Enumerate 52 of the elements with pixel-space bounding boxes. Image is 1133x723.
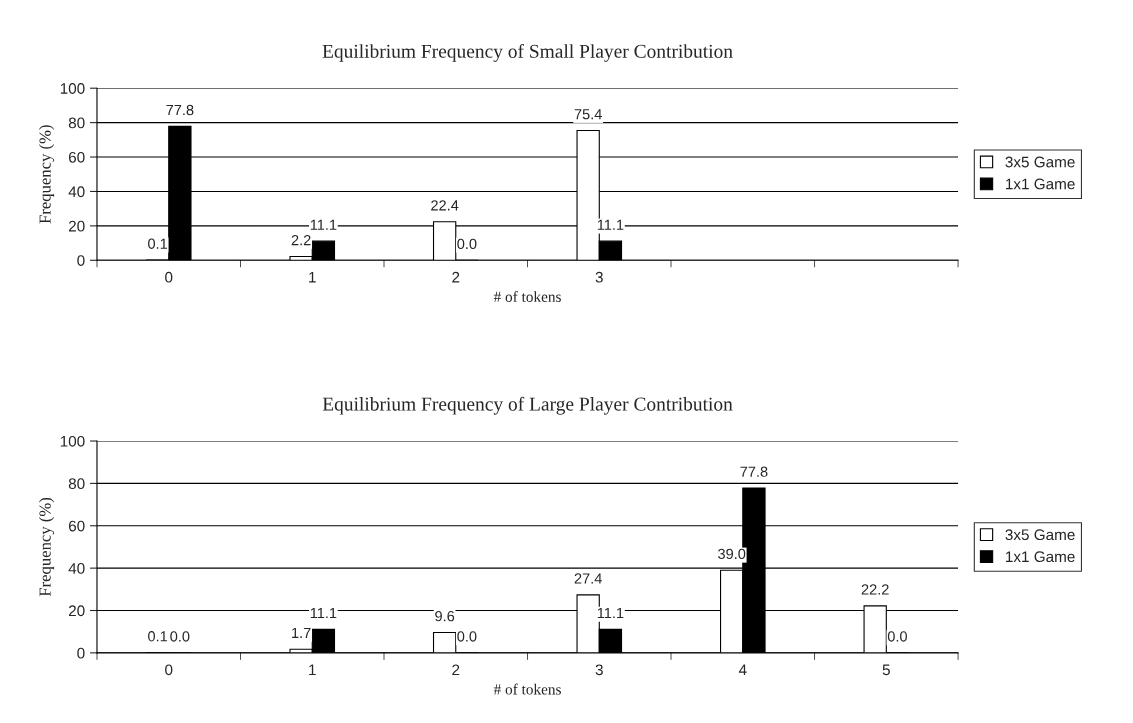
data-label: 27.4 (574, 573, 602, 584)
data-label: 11.1 (310, 607, 337, 618)
data-label: 0.0 (887, 631, 907, 642)
x-tick-label: 1 (309, 271, 316, 283)
data-label: 0.1 (148, 631, 168, 642)
data-label: 9.6 (435, 610, 455, 622)
data-label: 22.4 (431, 200, 459, 211)
y-tick-label: 20 (68, 605, 85, 617)
data-label: 77.8 (740, 466, 768, 477)
x-axis-title: # of tokens (493, 291, 561, 302)
y-tick-label: 0 (77, 255, 85, 266)
chart-title: Equilibrium Frequency of Large Player Contribution (322, 396, 733, 415)
y-tick-label: 100 (60, 435, 85, 447)
y-axis-title: Frequency (%) (38, 125, 55, 224)
data-label: 0.0 (457, 631, 477, 642)
legend-label: 1x1 Game (1006, 551, 1075, 563)
data-label: 75.4 (574, 109, 602, 120)
y-tick-label: 40 (68, 186, 85, 198)
y-tick-label: 80 (68, 117, 85, 129)
x-tick-label: 2 (452, 271, 460, 283)
legend-label: 1x1 Game (1006, 178, 1075, 190)
data-label: 77.8 (166, 104, 194, 116)
y-tick-label: 80 (68, 478, 85, 490)
x-tick-label: 2 (452, 664, 460, 676)
x-tick-label: 5 (882, 664, 890, 676)
data-label: 11.1 (597, 219, 624, 230)
x-tick-label: 3 (595, 664, 603, 676)
x-tick-label: 4 (738, 664, 747, 676)
y-tick-label: 40 (68, 563, 85, 574)
legend-label: 3x5 Game (1005, 156, 1075, 168)
x-tick-label: 1 (309, 664, 316, 676)
x-tick-label: 0 (165, 271, 173, 283)
y-tick-label: 20 (68, 220, 85, 232)
y-axis-title: Frequency (%) (38, 497, 55, 597)
y-tick-label: 60 (68, 520, 85, 532)
y-tick-label: 0 (77, 647, 85, 659)
x-axis-title: # of tokens (493, 683, 561, 695)
data-label: 39.0 (718, 548, 746, 560)
data-label: 0.1 (148, 238, 168, 249)
data-label: 0.0 (457, 238, 477, 250)
x-tick-label: 3 (595, 271, 603, 283)
chart-title: Equilibrium Frequency of Small Player Contribution (322, 43, 733, 62)
data-label: 22.2 (861, 584, 889, 595)
data-label: 11.1 (597, 607, 624, 618)
data-label: 0.0 (170, 631, 190, 642)
y-tick-label: 100 (60, 83, 85, 94)
data-label: 2.2 (291, 234, 311, 246)
data-label: 11.1 (310, 219, 337, 230)
y-tick-label: 60 (68, 151, 85, 163)
data-label: 1.7 (292, 627, 311, 638)
x-tick-label: 0 (165, 664, 173, 676)
legend-label: 3x5 Game (1005, 529, 1075, 541)
